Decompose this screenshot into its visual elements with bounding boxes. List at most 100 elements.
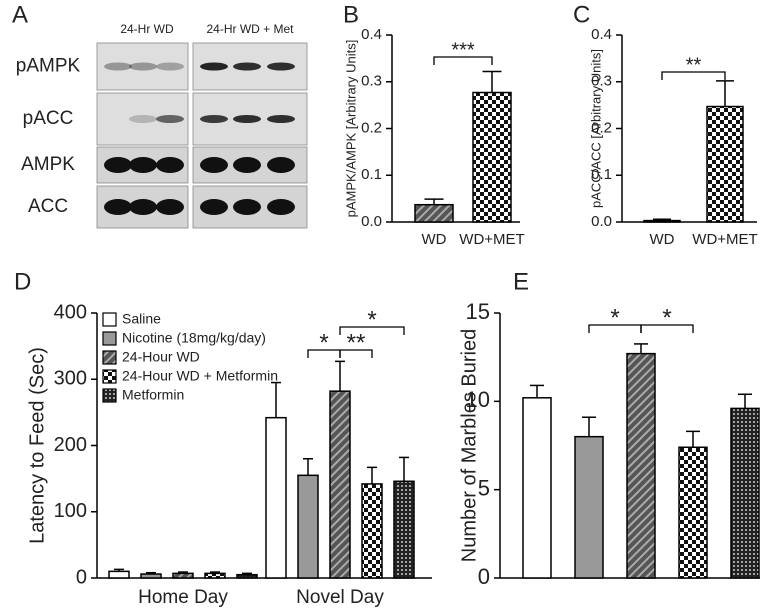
blot-band xyxy=(200,157,228,173)
blot-band xyxy=(233,199,261,215)
panel-label: D xyxy=(14,268,31,295)
y-axis-label: Latency to Feed (Sec) xyxy=(26,347,48,544)
x-tick-label: WD+MET xyxy=(459,231,524,248)
y-tick-label: 0.3 xyxy=(591,73,612,90)
y-tick-label: 0.4 xyxy=(591,26,612,43)
bar xyxy=(108,570,130,579)
bar xyxy=(236,573,258,579)
y-tick-label: 200 xyxy=(54,434,87,456)
x-tick-label: WD xyxy=(422,231,447,248)
legend-label: Saline xyxy=(122,311,161,327)
bar xyxy=(329,390,351,579)
bar xyxy=(172,572,194,579)
y-tick-label: 300 xyxy=(54,368,87,390)
blot-band xyxy=(156,157,184,173)
y-tick-label: 0.0 xyxy=(361,213,382,230)
bar xyxy=(140,573,162,579)
blot-band xyxy=(156,115,184,123)
legend-label: Metformin xyxy=(122,387,184,403)
significance-bracket xyxy=(433,56,493,65)
blot-band xyxy=(267,157,295,173)
legend-swatch xyxy=(102,369,117,384)
blot-band xyxy=(200,62,228,71)
y-tick-label: 0.3 xyxy=(361,73,382,90)
y-axis-label: Number of Marbles Buried xyxy=(458,329,480,562)
y-tick-label: 400 xyxy=(54,301,87,323)
blot-band xyxy=(156,199,184,215)
y-tick-label: 0.1 xyxy=(591,166,612,183)
bar xyxy=(730,407,760,579)
panel-label: E xyxy=(513,268,529,295)
y-tick-label: 0.2 xyxy=(361,119,382,136)
blot-band xyxy=(233,62,261,71)
group-label: 24-Hr WD xyxy=(120,22,174,36)
legend-swatch xyxy=(102,312,117,327)
significance-bracket xyxy=(640,324,694,333)
x-tick-label: Home Day xyxy=(138,587,228,608)
blot-band xyxy=(104,62,132,71)
significance-label: * xyxy=(662,304,671,331)
significance-label: * xyxy=(367,306,376,333)
x-tick-label: Novel Day xyxy=(296,587,384,608)
significance-bracket xyxy=(339,349,373,358)
bar xyxy=(361,483,383,579)
legend-swatch xyxy=(102,388,117,403)
bar xyxy=(643,219,681,223)
y-tick-label: 0 xyxy=(478,564,490,589)
y-tick-label: 0.0 xyxy=(591,213,612,230)
significance-label: *** xyxy=(451,39,475,61)
x-tick-label: WD xyxy=(650,231,675,248)
bar xyxy=(265,416,287,579)
blot-band xyxy=(233,115,261,123)
y-axis-label: pACC/ACC [Arbitrary Units] xyxy=(588,49,603,208)
bar xyxy=(522,397,552,579)
y-tick-label: 5 xyxy=(478,475,490,500)
bar xyxy=(297,474,319,579)
row-label: pAMPK xyxy=(16,56,81,77)
bar xyxy=(472,91,512,223)
bar xyxy=(626,352,656,579)
significance-label: * xyxy=(319,329,328,356)
significance-label: ** xyxy=(347,329,366,356)
y-tick-label: 0.2 xyxy=(591,119,612,136)
blot-band xyxy=(129,157,157,173)
blot-band xyxy=(104,199,132,215)
group-label: 24-Hr WD + Met xyxy=(206,22,294,36)
row-label: pACC xyxy=(23,108,74,129)
y-tick-label: 0 xyxy=(76,566,87,588)
legend-label: Nicotine (18mg/kg/day) xyxy=(122,330,266,346)
y-tick-label: 0.4 xyxy=(361,26,382,43)
blot-band xyxy=(129,115,157,123)
blot-band xyxy=(267,199,295,215)
blot-band xyxy=(267,62,295,71)
bar xyxy=(204,572,226,579)
significance-bracket xyxy=(661,71,726,80)
panel-label: B xyxy=(343,1,359,28)
bar xyxy=(706,105,744,223)
legend-label: 24-Hour WD + Metformin xyxy=(122,368,278,384)
panel-label: C xyxy=(573,1,590,28)
bar xyxy=(574,435,604,579)
y-tick-label: 10 xyxy=(466,387,490,412)
bar xyxy=(414,203,454,223)
blot-band xyxy=(104,157,132,173)
blot-band xyxy=(233,157,261,173)
y-tick-label: 15 xyxy=(466,299,490,324)
blot-band xyxy=(200,199,228,215)
significance-label: ** xyxy=(686,54,702,76)
row-label: AMPK xyxy=(21,154,75,175)
x-tick-label: WD+MET xyxy=(692,231,757,248)
blot-band xyxy=(200,115,228,123)
legend-swatch xyxy=(102,350,117,365)
bar xyxy=(393,480,415,579)
y-tick-label: 0.1 xyxy=(361,166,382,183)
significance-bracket xyxy=(339,326,405,335)
y-tick-label: 100 xyxy=(54,500,87,522)
blot-band xyxy=(129,199,157,215)
blot-panel xyxy=(96,42,189,91)
panel-label: A xyxy=(12,1,28,28)
row-label: ACC xyxy=(28,196,68,217)
blot-band xyxy=(129,62,157,71)
